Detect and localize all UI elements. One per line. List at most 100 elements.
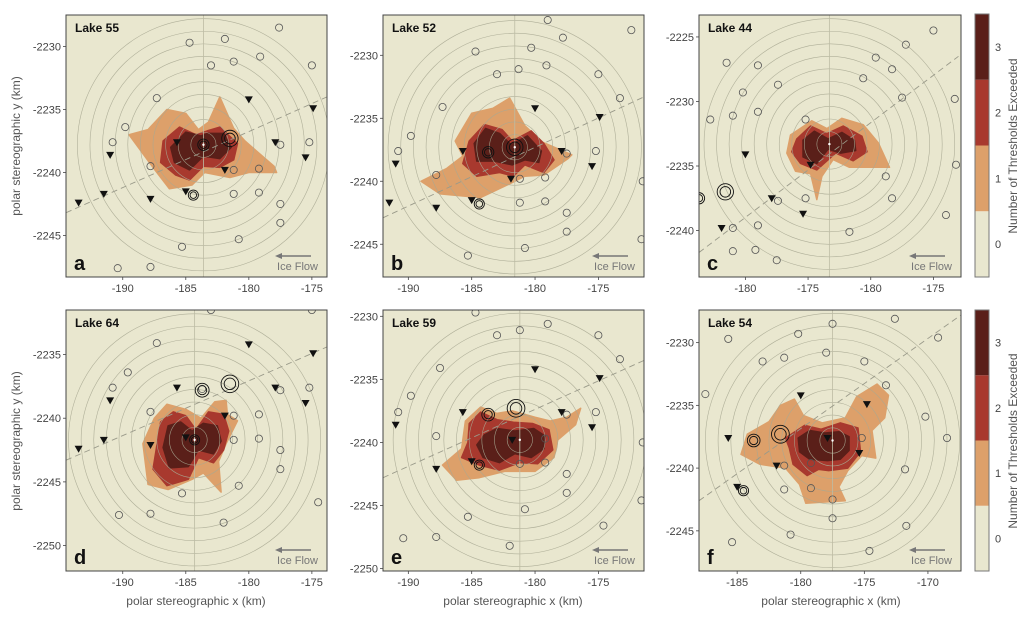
station-circle [543,16,552,25]
station-circle [394,408,403,417]
plot-area [699,310,961,571]
station-circle [108,383,117,392]
triangle-marker [588,424,597,432]
x-tick-label: -175 [301,577,323,589]
station-circle [722,58,731,67]
triangle-marker [799,210,808,218]
triangle-marker [531,366,540,374]
triangle-marker [146,441,155,449]
triangle-marker [301,399,310,407]
triangle-marker [181,188,190,196]
plot-frame [382,14,645,278]
triangle-marker [506,175,515,183]
station-circle [950,94,959,103]
triangle-marker [862,401,871,409]
y-tick-label: -2235 [33,350,61,362]
flowline [383,96,644,219]
flowline [699,55,959,253]
station-circle [806,459,815,468]
triangle-marker [391,421,400,429]
ice-flow-label: Ice Flow [594,261,635,273]
triangle-marker [99,436,108,444]
y-tick-label: -2235 [666,161,694,173]
triangle-marker [74,199,83,207]
double-circle-inner [774,427,787,441]
x-tick-label: -185 [175,283,197,295]
triangle-marker [467,197,476,205]
panel-letter: b [391,253,403,275]
ice-flow-label: Ice Flow [911,555,952,567]
double-circle-inner [483,410,493,420]
station-circle [229,57,238,66]
station-circle [314,498,323,507]
double-circle-outer [481,407,495,422]
triangle-marker [724,434,733,442]
colorbar-tick-label: 3 [995,338,1001,350]
triangle-marker [301,154,310,162]
station-circle [463,512,472,521]
plot-area [66,15,327,277]
triangle-marker [806,161,815,169]
station-circle [275,23,284,32]
station-circle [637,496,644,505]
station-circle [436,363,445,372]
station-circle [929,26,938,35]
double-circle-inner [197,385,208,396]
station-circle [254,434,263,443]
triangle-marker [432,204,441,212]
triangle-marker [385,199,394,207]
y-tick-label: -2230 [666,338,694,350]
station-circle [562,488,571,497]
station-circle [305,383,314,392]
plot-area [699,15,960,277]
colorbar-swatch-3 [975,310,989,376]
double-circle-outer [771,424,790,444]
threshold-region-3 [797,429,850,462]
triangle-marker [796,392,805,400]
panel-letter: a [74,253,86,275]
station-circle [794,329,803,338]
station-circle [515,326,524,335]
station-circle [399,534,408,543]
station-circle [121,123,130,132]
colorbar-tick-label: 0 [995,239,1001,251]
station-circle [515,198,524,207]
lake-center [513,146,516,149]
flowline [66,96,327,214]
station-circle [828,495,837,504]
station-circle [562,208,571,217]
y-tick-label: -2245 [350,500,378,512]
x-tick-label: -190 [112,577,134,589]
flowline [383,360,644,479]
plot-area [383,15,644,277]
colorbar-tick-label: 1 [995,173,1001,185]
ice-flow-arrowhead [275,253,282,259]
double-circle-outer [220,374,240,394]
station-circle [515,174,524,183]
station-circle [780,461,789,470]
double-circle-inner [508,141,521,154]
station-circle [254,188,263,197]
station-circle [951,160,960,169]
colorbar-tick-label: 2 [995,403,1001,415]
y-tick-label: -2245 [33,230,61,242]
station-circle [177,242,186,251]
colorbar-swatch-2 [975,79,989,146]
double-circle-inner [475,461,484,469]
station-circle [406,391,415,400]
y-tick-label: -2225 [666,32,694,44]
triangle-marker [309,350,318,358]
x-tick-label: -185 [726,577,748,589]
panels: Lake 55 a Ice Flow -190 -185 -180 -175 -2230 -22… [33,14,962,589]
plot-area [66,310,327,571]
panel-a: Lake 55 a Ice Flow -190 -185 -180 -175 -2230 -22… [33,14,328,295]
triangle-marker [432,465,441,473]
colorbar-swatch-1 [975,145,989,212]
double-circle-outer [737,485,750,497]
flowline [699,314,961,502]
y-tick-label: -2235 [350,113,378,125]
x-tick-label: -190 [112,283,134,295]
colorbar-tick-label: 2 [995,108,1001,120]
colorbar-swatch-0 [975,505,989,571]
station-circle [542,61,551,70]
